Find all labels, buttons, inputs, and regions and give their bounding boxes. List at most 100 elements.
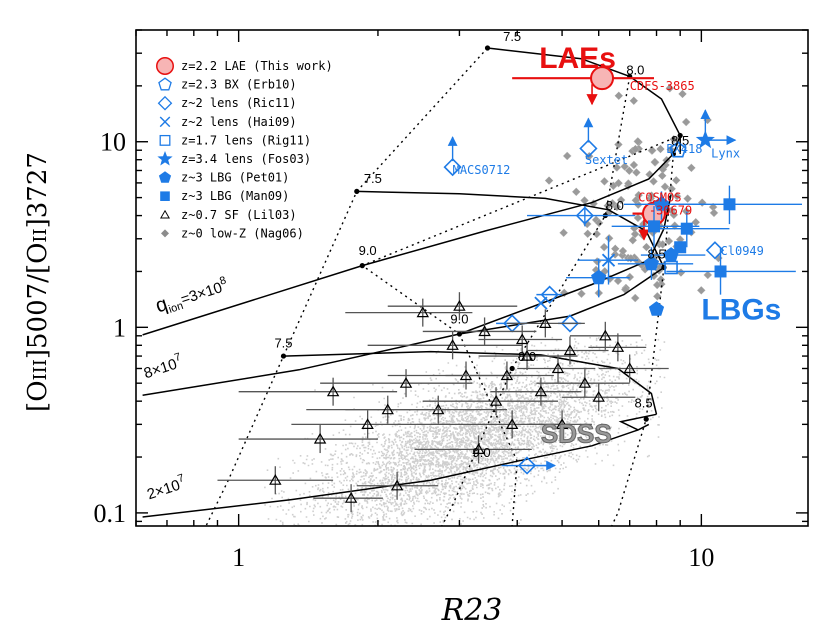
low-z-point (614, 91, 624, 101)
triangle-marker (623, 362, 636, 374)
low-z-point (610, 244, 620, 254)
low-z-point (618, 246, 628, 256)
diamond-open-marker (579, 139, 598, 158)
legend-marker (160, 191, 170, 201)
legend-label: z=1.7 lens (Rig11) (181, 133, 311, 147)
low-z-point (630, 293, 640, 303)
pentagon-filled-marker (158, 171, 172, 183)
square-filled-marker (647, 220, 660, 233)
triangle-marker (578, 376, 592, 388)
triangle-marker (515, 333, 529, 345)
grid-node (280, 353, 287, 359)
triangle-marker (611, 341, 625, 352)
grid-value-label: 8.0 (606, 198, 624, 213)
grid-value-label: 7.5 (503, 29, 521, 44)
x-axis-title: R23 (441, 593, 503, 628)
model-connector (459, 266, 665, 335)
triangle-marker (539, 317, 552, 328)
low-z-point (683, 194, 692, 203)
low-z-point (630, 229, 640, 239)
legend-item: z~3 LBG (Pet01) (158, 171, 289, 185)
grid-value-label: 9.0 (473, 445, 491, 460)
triangle-marker (563, 344, 577, 356)
legend-marker (157, 151, 173, 166)
triangle-marker (361, 418, 374, 429)
low-z-point (658, 240, 668, 249)
lae-marker (590, 66, 615, 91)
low-z-point (703, 270, 713, 280)
low-z-point (650, 157, 660, 167)
sdss-cloud (264, 336, 666, 526)
pentagon-open-marker (669, 141, 687, 158)
model-upper-branch (283, 350, 658, 415)
low-z-point (660, 182, 670, 192)
grid-value-label: 8.5 (647, 246, 665, 261)
diamond-open-marker (560, 314, 580, 333)
low-z-point (697, 198, 707, 207)
laes-label: LAEs (539, 42, 616, 75)
lbgs-label: LBGs (701, 294, 781, 327)
grid-value-label: 7.5 (364, 171, 382, 186)
grid-node (677, 132, 683, 139)
low-z-point (652, 280, 662, 290)
triangle-marker (399, 377, 413, 388)
data-points (217, 66, 803, 513)
object-label: Cl0949 (721, 244, 764, 258)
low-z-point (634, 190, 644, 200)
low-z-point (709, 208, 719, 218)
low-z-point (657, 171, 667, 181)
low-z-point (612, 202, 622, 212)
q-ion-label: 2×107 (144, 472, 188, 503)
object-label: COSMOS (638, 191, 681, 205)
low-z-point (629, 96, 639, 106)
low-z-point (676, 268, 686, 277)
diamond-open-marker (517, 456, 537, 475)
legend-item: z=3.4 lens (Fos03) (157, 151, 311, 166)
square-filled-marker (160, 191, 170, 201)
triangle-marker (551, 362, 565, 374)
x-tick-label: 10 (688, 543, 714, 572)
low-z-point (687, 163, 696, 173)
legend-label: z~0.7 SF (Lil03) (181, 208, 297, 222)
low-z-point (647, 191, 656, 201)
legend-item: z=2.2 LAE (This work) (156, 57, 333, 75)
low-z-point (669, 134, 679, 144)
grid-value-label: 8.5 (635, 395, 653, 410)
cross-marker (534, 296, 548, 310)
grid-value-label: 9.0 (359, 243, 377, 258)
low-z-point (691, 217, 701, 227)
low-z-point (672, 191, 682, 201)
triangle-marker (390, 479, 404, 491)
triangle-marker (344, 492, 358, 503)
low-z-point (618, 250, 627, 260)
legend-label: z=2.2 LAE (This work) (181, 59, 333, 73)
triangle-marker (489, 395, 503, 406)
legend-marker (158, 77, 172, 91)
cross-marker (159, 116, 171, 128)
low-z-point (649, 177, 658, 186)
low-z-point (652, 291, 662, 301)
low-z-point (616, 195, 626, 205)
triangle-marker (599, 329, 612, 341)
low-z-point (600, 176, 609, 186)
low-z-point (577, 289, 586, 299)
low-z-point (562, 151, 572, 161)
legend-marker (156, 57, 174, 75)
low-z-point (664, 236, 674, 246)
q-ion-label: qion=3×108 (153, 273, 231, 319)
grid-node (643, 416, 649, 422)
grid-node (359, 263, 365, 269)
low-z-point (665, 83, 675, 93)
square-filled-marker (680, 222, 693, 235)
low-z-point (633, 213, 643, 223)
legend-item: z=1.7 lens (Rig11) (159, 133, 311, 147)
triangle-marker (160, 209, 170, 219)
grid-value-label: 8.0 (518, 349, 536, 364)
triangle-marker (326, 385, 340, 397)
legend-label: z~2 lens (Ric11) (181, 96, 297, 110)
low-z-point (633, 137, 643, 146)
low-z-point (583, 229, 593, 239)
triangle-marker (520, 349, 534, 361)
triangle-marker (472, 443, 485, 454)
